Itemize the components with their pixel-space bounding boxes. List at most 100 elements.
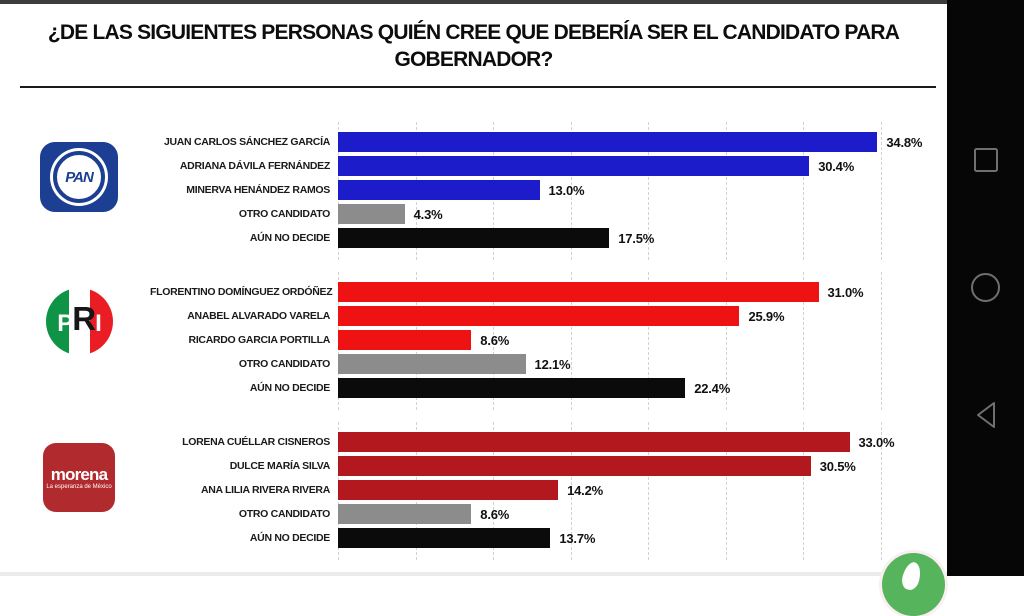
bar-label: ADRIANA DÁVILA FERNÁNDEZ bbox=[179, 160, 330, 172]
bar-value: 4.3% bbox=[413, 206, 443, 222]
bar-value: 30.4% bbox=[818, 158, 855, 174]
gridline bbox=[725, 122, 727, 260]
status-bar-strip bbox=[0, 0, 1024, 4]
bar-label: OTRO CANDIDATO bbox=[238, 208, 330, 220]
bar-value: 8.6% bbox=[480, 332, 510, 348]
bar-value: 31.0% bbox=[827, 284, 864, 300]
bar-label: DULCE MARÍA SILVA bbox=[229, 460, 331, 472]
page-title-line1: ¿DE LAS SIGUIENTES PERSONAS QUIÉN CREE Q… bbox=[47, 21, 900, 44]
gridline bbox=[648, 122, 649, 260]
bar bbox=[338, 456, 811, 476]
back-button[interactable] bbox=[947, 400, 1024, 435]
page-title-line2: GOBERNADOR? bbox=[394, 48, 553, 71]
gridline bbox=[725, 272, 727, 410]
bar-track: 25.9% bbox=[338, 306, 947, 326]
gridline bbox=[725, 422, 727, 560]
recents-square-icon bbox=[973, 147, 999, 178]
gridline bbox=[880, 422, 882, 560]
bar-label: ANABEL ALVARADO VARELA bbox=[187, 310, 330, 322]
back-triangle-icon bbox=[974, 400, 998, 435]
home-circle-icon bbox=[970, 272, 1001, 308]
bar-row: AÚN NO DECIDE 22.4% bbox=[150, 376, 947, 400]
bar-label: RICARDO GARCIA PORTILLA bbox=[188, 334, 331, 346]
bar-row: OTRO CANDIDATO 4.3% bbox=[150, 202, 947, 226]
party-logo-cell: morena La esperanza de México bbox=[0, 430, 150, 550]
bar bbox=[338, 504, 472, 524]
bar-row: AÚN NO DECIDE 13.7% bbox=[150, 526, 947, 550]
bar bbox=[338, 432, 850, 452]
bar-value: 25.9% bbox=[748, 308, 785, 324]
bar-track: 33.0% bbox=[338, 432, 947, 452]
bar-value: 33.0% bbox=[858, 434, 895, 450]
morena-logo-subtext: La esperanza de México bbox=[46, 483, 112, 490]
recents-button[interactable] bbox=[947, 147, 1024, 178]
home-button[interactable] bbox=[947, 272, 1024, 308]
bar-value: 34.8% bbox=[886, 134, 923, 150]
bar-track: 4.3% bbox=[338, 204, 947, 224]
gridline bbox=[803, 122, 804, 260]
bar-label: AÚN NO DECIDE bbox=[249, 382, 330, 394]
bar-label: AÚN NO DECIDE bbox=[249, 232, 330, 244]
bar-value: 13.0% bbox=[548, 182, 585, 198]
bar bbox=[338, 180, 540, 200]
bar-label: JUAN CARLOS SÁNCHEZ GARCÍA bbox=[163, 136, 330, 148]
bar-track: 12.1% bbox=[338, 354, 947, 374]
morena-logo: morena La esperanza de México bbox=[43, 443, 115, 512]
bar-row: ANABEL ALVARADO VARELA 25.9% bbox=[150, 304, 947, 328]
bottom-edge-strip bbox=[0, 572, 947, 576]
bar-label: FLORENTINO DOMÍNGUEZ ORDÓÑEZ bbox=[150, 286, 333, 298]
bar-row: DULCE MARÍA SILVA 30.5% bbox=[150, 454, 947, 478]
pri-logo-letter: I bbox=[95, 309, 102, 337]
bar bbox=[338, 282, 819, 302]
bar bbox=[338, 156, 810, 176]
party-group-morena: morena La esperanza de México LORENA CUÉLL… bbox=[0, 422, 947, 560]
bar bbox=[338, 228, 610, 248]
pri-logo-letter: R bbox=[72, 300, 96, 337]
bar-row: ANA LILIA RIVERA RIVERA 14.2% bbox=[150, 478, 947, 502]
gridline bbox=[648, 272, 649, 410]
bar bbox=[338, 378, 686, 398]
pan-logo: PAN bbox=[40, 142, 118, 212]
bar-value: 17.5% bbox=[618, 230, 655, 246]
bar bbox=[338, 330, 472, 350]
party-group-pan: PAN JUAN CARLOS SÁNCHEZ GARCÍA 34.8% ADRIAN… bbox=[0, 122, 947, 260]
group-rows: JUAN CARLOS SÁNCHEZ GARCÍA 34.8% ADRIANA D… bbox=[150, 122, 947, 260]
morena-logo-text: morena bbox=[50, 464, 108, 484]
bar-row: RICARDO GARCIA PORTILLA 8.6% bbox=[150, 328, 947, 352]
bar bbox=[338, 204, 405, 224]
bar-row: OTRO CANDIDATO 8.6% bbox=[150, 502, 947, 526]
bar-track: 8.6% bbox=[338, 504, 947, 524]
bar-label: MINERVA HENÁNDEZ RAMOS bbox=[186, 184, 330, 196]
gridline bbox=[803, 272, 804, 410]
title-divider bbox=[20, 86, 936, 88]
bar-label: OTRO CANDIDATO bbox=[238, 508, 330, 520]
chart: PAN JUAN CARLOS SÁNCHEZ GARCÍA 34.8% ADRIAN… bbox=[0, 122, 947, 580]
bar-value: 22.4% bbox=[694, 380, 731, 396]
bar-row: AÚN NO DECIDE 17.5% bbox=[150, 226, 947, 250]
bar-value: 13.7% bbox=[559, 530, 596, 546]
bar bbox=[338, 132, 878, 152]
gridline bbox=[570, 272, 572, 410]
page-title: ¿DE LAS SIGUIENTES PERSONAS QUIÉN CREE Q… bbox=[0, 19, 947, 73]
bar-value: 12.1% bbox=[534, 356, 571, 372]
group-rows: FLORENTINO DOMÍNGUEZ ORDÓÑEZ 31.0% ANABEL … bbox=[150, 272, 947, 410]
bar-track: 13.0% bbox=[338, 180, 947, 200]
bar-track: 8.6% bbox=[338, 330, 947, 350]
bar-row: LORENA CUÉLLAR CISNEROS 33.0% bbox=[150, 430, 947, 454]
bar-value: 8.6% bbox=[480, 506, 510, 522]
bar-label: OTRO CANDIDATO bbox=[238, 358, 330, 370]
group-rows: LORENA CUÉLLAR CISNEROS 33.0% DULCE MARÍA … bbox=[150, 422, 947, 560]
gridline bbox=[493, 272, 494, 410]
bar-row: JUAN CARLOS SÁNCHEZ GARCÍA 34.8% bbox=[150, 130, 947, 154]
android-nav-bar bbox=[947, 0, 1024, 576]
gridline bbox=[648, 422, 649, 560]
bar-track: 31.0% bbox=[338, 282, 947, 302]
bar bbox=[338, 480, 559, 500]
gridline bbox=[880, 122, 882, 260]
bar bbox=[338, 306, 740, 326]
bar-track: 17.5% bbox=[338, 228, 947, 248]
bar bbox=[338, 528, 551, 548]
floating-action-button[interactable] bbox=[882, 553, 945, 616]
bar-track: 13.7% bbox=[338, 528, 947, 548]
bar-value: 14.2% bbox=[567, 482, 603, 498]
